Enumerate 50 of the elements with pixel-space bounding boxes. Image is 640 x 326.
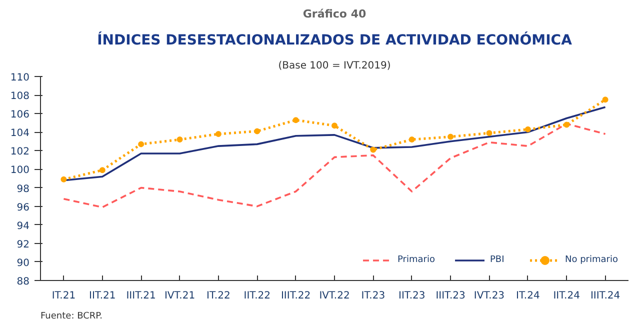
x-tick-label: IIT.24 [553,290,580,302]
y-tick-label: 104 [10,128,30,140]
point [60,176,67,182]
x-tick-label: IIIT.21 [126,290,156,302]
x-tick-label: IVT.21 [164,290,196,302]
y-tick-label: 92 [16,239,30,250]
point [524,126,531,132]
y-tick-label: 108 [10,91,30,102]
point [176,136,183,143]
y-tick-label: 98 [16,184,30,195]
y-tick-label: 102 [10,146,30,158]
point [138,141,144,148]
x-tick-label: IIIT.24 [590,290,620,302]
x-tick-label: IT.24 [516,290,540,302]
x-tick-label: IIT.22 [244,290,271,302]
legend-label: PBI [490,255,506,265]
x-tick-label: IT.21 [52,290,76,302]
point [408,136,415,143]
x-tick-label: IIT.23 [398,290,426,302]
chart-title: ÍNDICES DESESTACIONALIZADOS DE ACTIVIDAD ECONÓMICA [97,32,572,48]
legend-label: No primario [564,255,618,265]
line-series [62,122,606,208]
x-tick-label: IVT.22 [319,290,350,302]
legend-label: Primario [398,255,435,265]
point [602,96,608,103]
x-tick-label: IT.23 [361,290,386,302]
point [254,128,260,134]
y-tick-label: 96 [16,202,30,214]
x-tick-label: IIIT.23 [436,290,466,302]
text: Gráfico 40 [302,8,366,20]
source-note: Fuente: BCRP. [40,312,103,322]
point [99,167,106,174]
y-tick-label: 90 [16,258,30,269]
x-tick-label: IVT.23 [474,290,505,302]
point [215,130,222,137]
chart-subtitle: (Base 100 = IVT.2019) [278,60,391,72]
y-tick-label: 110 [10,72,30,84]
point [332,122,338,129]
y-tick-label: 100 [10,165,30,176]
x-tick-label: IIT.21 [89,290,116,302]
point [486,130,492,136]
point [292,117,299,124]
y-tick-label: 94 [16,220,30,232]
x-tick-label: IIIT.22 [280,290,311,302]
point [448,134,454,140]
x-tick-label: IT.22 [206,290,230,302]
y-tick-label: 106 [10,110,30,121]
y-tick-label: 88 [16,276,30,288]
point [370,146,376,153]
point [564,122,570,128]
